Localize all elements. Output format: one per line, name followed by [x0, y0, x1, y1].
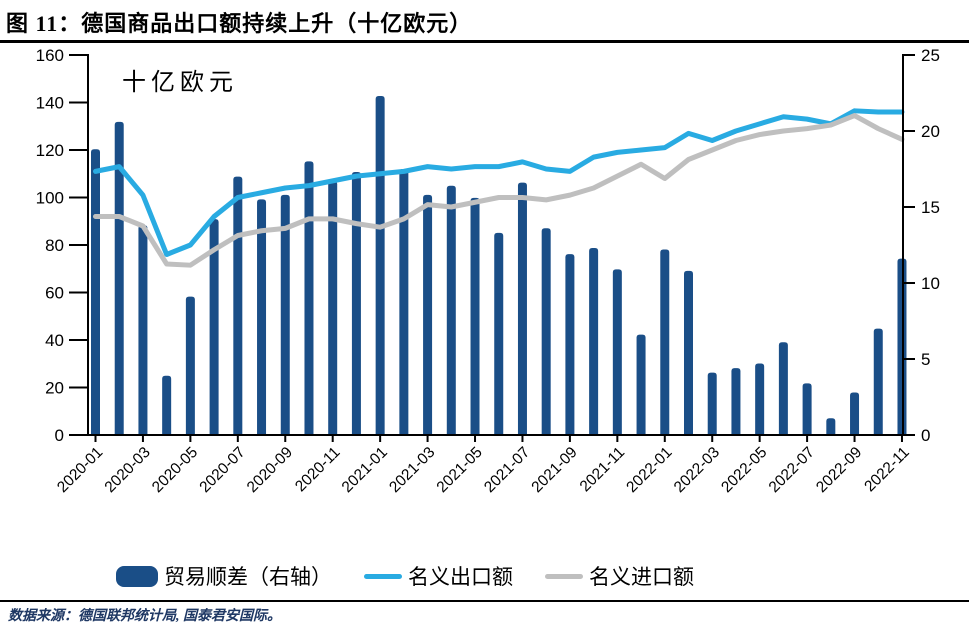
right-axis-tick-label: 25: [921, 46, 940, 65]
bar-2020-05: [185, 296, 195, 435]
bar-2020-10: [304, 161, 314, 435]
x-axis-tick-label: 2022-03: [671, 444, 723, 496]
x-axis-tick-label: 2022-05: [718, 444, 770, 496]
footer-divider: [0, 600, 969, 602]
bar-2021-02: [399, 169, 409, 435]
left-axis-tick-label: 60: [45, 284, 64, 303]
chart-plot-area: 02040608010012014016005101520252020-0120…: [36, 46, 940, 496]
left-axis-tick-label: 140: [36, 94, 64, 113]
bar-2022-07: [802, 383, 812, 435]
legend-item-trade-balance: 贸易顺差（右轴）: [116, 561, 332, 591]
trade-balance-bar-swatch: [116, 565, 158, 587]
bar-2020-06: [209, 219, 219, 435]
legend: 贸易顺差（右轴） 名义出口额 名义进口额: [116, 561, 694, 591]
x-axis-tick-label: 2020-05: [149, 444, 201, 496]
left-axis-tick-label: 120: [36, 141, 64, 160]
legend-label-trade-balance: 贸易顺差（右轴）: [164, 565, 332, 589]
x-axis-tick-label: 2020-07: [196, 444, 248, 496]
left-axis-tick-label: 80: [45, 236, 64, 255]
exports-line-swatch: [364, 573, 402, 579]
imports-line-swatch: [545, 573, 583, 579]
legend-label-exports: 名义出口额: [408, 565, 513, 589]
bar-2022-01: [660, 249, 670, 435]
bar-2021-11: [612, 269, 622, 435]
bar-2020-12: [351, 172, 361, 436]
bar-2022-04: [731, 368, 741, 435]
bar-2021-07: [517, 182, 527, 435]
left-axis-tick-label: 100: [36, 189, 64, 208]
bar-2021-03: [423, 194, 433, 435]
bar-2022-11: [897, 258, 907, 435]
legend-label-imports: 名义进口额: [589, 565, 694, 589]
data-source-note: 数据来源：德国联邦统计局, 国泰君安国际。: [8, 609, 281, 624]
right-axis-tick-label: 5: [921, 350, 930, 369]
x-axis-tick-label: 2021-01: [339, 444, 391, 496]
bar-2020-01: [91, 149, 100, 436]
bar-2020-02: [114, 121, 124, 435]
bar-2022-05: [755, 363, 765, 435]
left-axis-tick-label: 0: [55, 426, 64, 445]
legend-item-exports: 名义出口额: [364, 561, 513, 591]
right-axis-tick-label: 20: [921, 122, 940, 141]
bar-2020-04: [162, 375, 172, 435]
legend-item-imports: 名义进口额: [545, 561, 694, 591]
x-axis-tick-label: 2021-07: [481, 444, 533, 496]
left-axis-tick-label: 160: [36, 46, 64, 65]
bar-2021-10: [589, 248, 599, 435]
right-axis-tick-label: 15: [921, 198, 940, 217]
x-axis-tick-label: 2021-05: [434, 444, 486, 496]
x-axis-tick-label: 2022-01: [623, 444, 675, 496]
x-axis-tick-label: 2021-09: [528, 444, 580, 496]
chart-title: 图 11：德国商品出口额持续上升（十亿欧元）: [6, 11, 473, 36]
bar-2020-03: [138, 225, 148, 435]
left-axis-tick-label: 40: [45, 331, 64, 350]
bar-2021-09: [565, 254, 575, 435]
x-axis-tick-label: 2022-11: [861, 444, 912, 495]
bar-2022-08: [826, 418, 836, 435]
imports-line: [93, 113, 905, 268]
x-axis-tick-label: 2021-11: [577, 444, 628, 495]
bar-2021-12: [636, 334, 646, 435]
x-axis-tick-label: 2020-11: [292, 444, 343, 495]
bar-2020-08: [257, 199, 267, 435]
bar-2021-01: [375, 96, 385, 435]
right-axis-tick-label: 0: [921, 426, 930, 445]
bar-2021-04: [446, 185, 456, 435]
x-axis-tick-label: 2022-09: [813, 444, 865, 496]
bar-2020-11: [328, 181, 338, 435]
axis-unit-label: 十亿欧元: [122, 70, 238, 96]
bar-2022-09: [850, 392, 860, 435]
x-axis-tick-label: 2021-03: [386, 444, 438, 496]
bar-2021-06: [494, 232, 504, 435]
x-axis-tick-label: 2022-07: [766, 444, 818, 496]
x-axis-tick-label: 2020-01: [54, 444, 106, 496]
bar-2022-10: [873, 328, 883, 435]
bar-2021-08: [541, 228, 551, 435]
bar-2022-02: [684, 270, 693, 435]
bar-2020-09: [280, 194, 290, 435]
title-divider: [0, 40, 969, 43]
exports-line: [93, 108, 905, 257]
bar-2020-07: [233, 176, 243, 435]
x-axis-tick-label: 2020-09: [244, 444, 296, 496]
x-axis-tick-label: 2020-03: [102, 444, 154, 496]
bar-2022-06: [778, 342, 788, 435]
left-axis-tick-label: 20: [45, 379, 64, 398]
bar-2022-03: [707, 372, 717, 435]
right-axis-tick-label: 10: [921, 274, 940, 293]
bar-2021-05: [470, 197, 480, 435]
